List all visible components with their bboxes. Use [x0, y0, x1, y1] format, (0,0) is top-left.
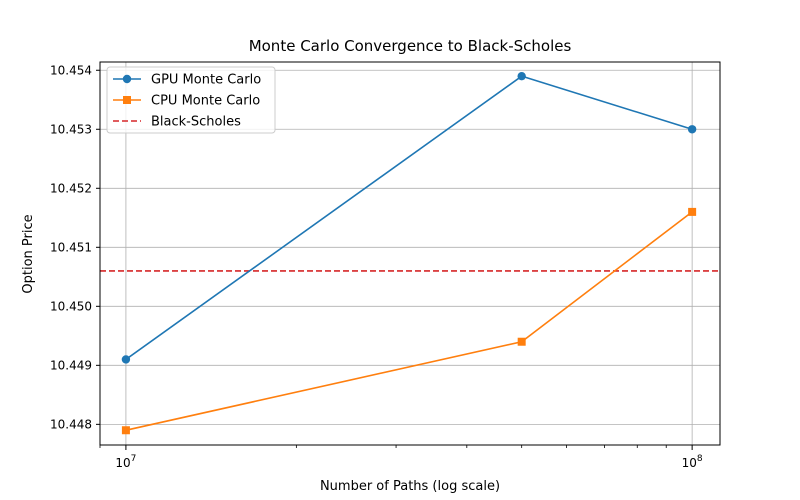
- y-axis-label: Option Price: [21, 214, 36, 293]
- legend: GPU Monte Carlo CPU Monte Carlo Black-Scho…: [106, 66, 276, 134]
- legend-label-cpu: CPU Monte Carlo: [151, 94, 260, 109]
- x-tick-label-base: 10: [115, 456, 130, 470]
- x-tick-label: 107: [115, 454, 136, 470]
- legend-marker-gpu: [122, 74, 132, 84]
- data-point-gpu: [121, 355, 131, 364]
- data-point-cpu: [517, 337, 526, 346]
- x-tick-label: 108: [682, 454, 703, 470]
- data-point-gpu: [517, 71, 526, 81]
- y-tick-label: 10.450: [50, 299, 92, 313]
- legend-marker-cpu: [123, 96, 131, 104]
- data-point-cpu: [121, 426, 130, 435]
- series-layer: [100, 71, 720, 435]
- y-tick-label: 10.451: [50, 240, 92, 254]
- chart-title: Monte Carlo Convergence to Black-Scholes: [249, 37, 572, 55]
- data-point-gpu: [687, 125, 697, 134]
- x-tick-label-exponent: 7: [131, 454, 137, 464]
- data-point-cpu: [688, 207, 697, 216]
- y-tick-label: 10.453: [50, 122, 92, 136]
- y-tick-label: 10.449: [50, 358, 92, 372]
- y-tick-label: 10.452: [50, 181, 92, 195]
- plot-area-frame: [99, 61, 721, 446]
- y-tick-label: 10.454: [50, 63, 92, 77]
- x-tick-label-exponent: 8: [697, 454, 703, 464]
- legend-label-black-scholes: Black-Scholes: [151, 115, 241, 130]
- x-tick-label-base: 10: [682, 456, 697, 470]
- x-axis-label: Number of Paths (log scale): [320, 479, 500, 494]
- ticks: 10.448 10.449 10.450 10.451 10.452 10.453 10.4…: [50, 63, 703, 470]
- legend-box: [106, 66, 276, 134]
- legend-label-gpu: GPU Monte Carlo: [151, 73, 261, 88]
- y-tick-label: 10.448: [50, 417, 92, 431]
